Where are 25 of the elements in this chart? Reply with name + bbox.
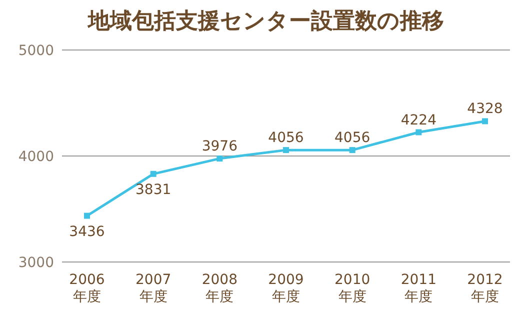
x-tick-label: 2007 年度 <box>136 272 172 305</box>
data-label: 3436 <box>69 224 105 240</box>
y-tick-label: 5000 <box>18 42 54 59</box>
x-tick-label: 2010 年度 <box>334 272 370 305</box>
x-tick-label: 2011 年度 <box>400 272 436 305</box>
point <box>150 170 156 177</box>
point <box>416 129 422 136</box>
x-tick-label: 2008 年度 <box>202 272 238 305</box>
y-tick-label: 3000 <box>18 254 54 271</box>
x-tick-label: 2006 年度 <box>69 272 105 305</box>
point <box>482 118 488 124</box>
data-label: 3976 <box>202 138 238 155</box>
x-tick-label: 2009 年度 <box>268 272 304 305</box>
point <box>216 156 223 162</box>
chart-title: 地域包括支援センター設置数の推移 <box>86 8 445 36</box>
point <box>84 212 90 219</box>
data-label: 4224 <box>400 112 437 128</box>
data-label: 4056 <box>268 130 304 146</box>
y-tick-label: 4000 <box>18 148 54 165</box>
data-label: 3831 <box>136 182 172 198</box>
x-tick-label: 2012 年度 <box>467 272 503 305</box>
point <box>283 147 289 154</box>
data-label: 4056 <box>334 130 370 146</box>
data-label: 4328 <box>467 101 503 118</box>
point <box>349 147 356 154</box>
